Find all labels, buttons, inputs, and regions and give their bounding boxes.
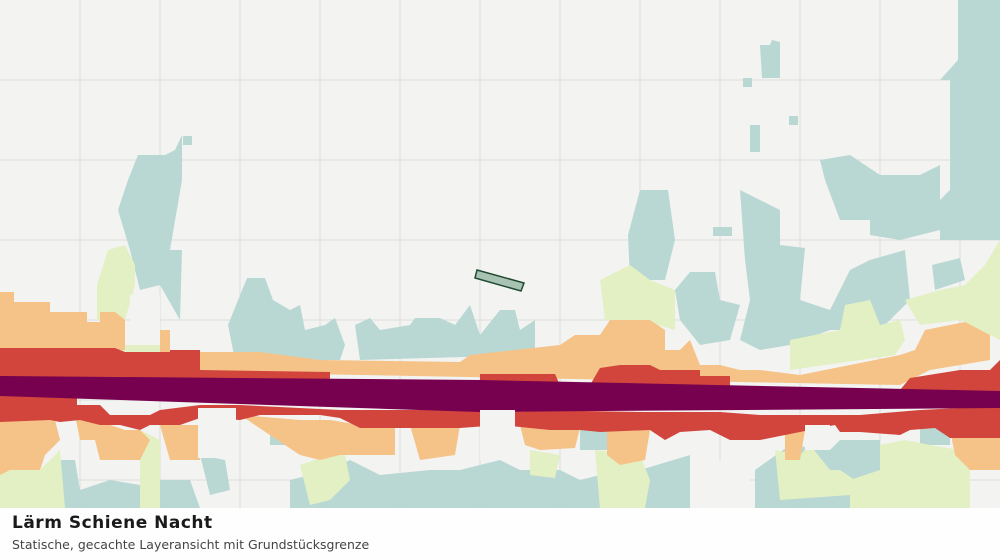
legend-panel: Lärm Schiene Nacht Statische, gecachte L… <box>0 508 1000 560</box>
noise-zone-high <box>0 292 1000 475</box>
parcel-boundary <box>474 269 525 292</box>
layer-subtitle: Statische, gecachte Layeransicht mit Gru… <box>12 537 370 552</box>
noise-zone-medium <box>0 240 1000 508</box>
white-patches <box>130 295 830 508</box>
noise-zone-extreme <box>0 376 1000 412</box>
layer-title: Lärm Schiene Nacht <box>12 513 213 533</box>
